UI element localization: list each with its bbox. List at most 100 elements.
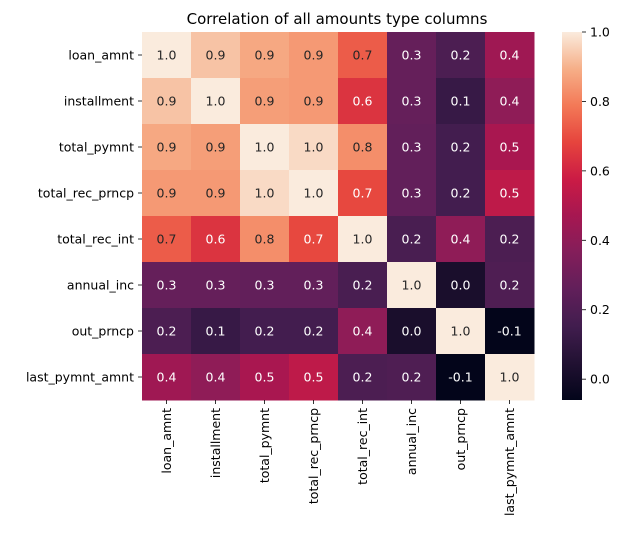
heatmap-cell <box>387 216 437 263</box>
heatmap-cell <box>191 216 241 263</box>
cell-value-label: 0.3 <box>255 278 275 293</box>
colorbar-gradient <box>562 32 582 400</box>
cell-value-label: 0.2 <box>304 324 324 339</box>
heatmap-cell <box>240 216 290 263</box>
cell-value-label: 0.2 <box>500 232 520 247</box>
heatmap-cell <box>142 354 192 401</box>
cell-value-label: 1.0 <box>304 186 324 201</box>
cell-value-label: -0.1 <box>497 324 521 339</box>
colorbar-tick-label: 0.2 <box>590 302 610 317</box>
heatmap-cell <box>142 216 192 263</box>
x-tick-label: annual_inc <box>404 408 419 475</box>
cell-value-label: 0.9 <box>206 186 226 201</box>
cell-value-label: 0.1 <box>206 324 226 339</box>
cell-value-label: 0.1 <box>451 94 471 109</box>
heatmap-cell <box>191 308 241 355</box>
cell-value-label: 0.4 <box>157 370 177 385</box>
heatmap-cell <box>142 170 192 217</box>
cell-value-label: 0.4 <box>206 370 226 385</box>
heatmap-cell <box>240 32 290 79</box>
heatmap-cell <box>485 124 535 171</box>
heatmap-cell <box>191 32 241 79</box>
heatmap-cell <box>387 262 437 309</box>
y-tick-label: loan_amnt <box>68 48 134 63</box>
heatmap-cell <box>485 354 535 401</box>
x-tick-label: total_pymnt <box>257 408 272 483</box>
cell-value-label: -0.1 <box>448 370 472 385</box>
heatmap-cell <box>142 308 192 355</box>
cell-value-label: 0.9 <box>255 48 275 63</box>
cell-value-label: 0.2 <box>402 232 422 247</box>
y-tick-label: total_rec_int <box>57 232 134 247</box>
heatmap-cell <box>338 262 388 309</box>
cell-value-label: 0.5 <box>500 186 520 201</box>
x-tick-label: out_prncp <box>453 408 468 470</box>
heatmap-cell <box>387 32 437 79</box>
heatmap-cell <box>436 124 486 171</box>
heatmap-cell <box>338 170 388 217</box>
x-tick-label: total_rec_int <box>355 408 370 485</box>
heatmap-cell <box>142 78 192 125</box>
y-tick-label: total_rec_prncp <box>38 186 134 201</box>
cell-value-label: 0.3 <box>402 94 422 109</box>
cell-value-label: 0.2 <box>451 186 471 201</box>
chart-title: Correlation of all amounts type columns <box>187 10 488 28</box>
heatmap-cell <box>289 124 339 171</box>
heatmap-cell <box>485 216 535 263</box>
colorbar-tick-label: 0.8 <box>590 94 610 109</box>
cell-value-label: 0.9 <box>255 94 275 109</box>
heatmap-cell <box>387 308 437 355</box>
y-tick-label: installment <box>64 94 134 109</box>
heatmap-cell <box>485 78 535 125</box>
cell-value-label: 1.0 <box>451 324 471 339</box>
heatmap-cell <box>191 262 241 309</box>
heatmap-cell <box>485 32 535 79</box>
y-tick-labels: loan_amnt installment total_pymnt total_rec… <box>26 48 142 385</box>
heatmap-cell <box>338 78 388 125</box>
heatmap-cell <box>289 32 339 79</box>
y-tick-label: last_pymnt_amnt <box>26 370 134 385</box>
cell-value-label: 0.4 <box>500 48 520 63</box>
heatmap-cell <box>436 216 486 263</box>
cell-value-label: 0.9 <box>304 48 324 63</box>
cell-value-label: 1.0 <box>402 278 422 293</box>
cell-value-label: 1.0 <box>353 232 373 247</box>
x-tick-label: last_pymnt_amnt <box>502 408 517 516</box>
cell-value-label: 0.7 <box>353 186 373 201</box>
cell-value-label: 1.0 <box>255 186 275 201</box>
heatmap-cell <box>387 124 437 171</box>
heatmap-cell <box>436 170 486 217</box>
heatmap-cell <box>289 262 339 309</box>
heatmap-cell <box>191 170 241 217</box>
colorbar-tick-label: 1.0 <box>590 25 610 40</box>
cell-value-label: 0.5 <box>304 370 324 385</box>
colorbar-tick-label: 0.0 <box>590 372 610 387</box>
heatmap-cell <box>436 32 486 79</box>
cell-value-label: 0.7 <box>304 232 324 247</box>
heatmap-cell <box>191 354 241 401</box>
heatmap-cell <box>240 124 290 171</box>
heatmap-cell <box>436 262 486 309</box>
y-tick-label: out_prncp <box>72 324 134 339</box>
cell-value-label: 0.2 <box>500 278 520 293</box>
cell-value-label: 0.4 <box>451 232 471 247</box>
cell-value-label: 0.9 <box>157 140 177 155</box>
heatmap-cell <box>289 216 339 263</box>
heatmap-cell <box>240 262 290 309</box>
cell-value-label: 0.5 <box>255 370 275 385</box>
cell-value-label: 0.8 <box>353 140 373 155</box>
heatmap-cell <box>289 308 339 355</box>
cell-value-label: 0.2 <box>451 140 471 155</box>
heatmap-cell <box>338 308 388 355</box>
cell-value-label: 0.4 <box>353 324 373 339</box>
cell-value-label: 1.0 <box>304 140 324 155</box>
heatmap-cell <box>338 32 388 79</box>
heatmap-cell <box>485 262 535 309</box>
colorbar-tick-label: 0.6 <box>590 163 610 178</box>
cell-value-label: 0.7 <box>353 48 373 63</box>
cell-value-label: 0.0 <box>402 324 422 339</box>
heatmap-cell <box>289 354 339 401</box>
cell-value-label: 1.0 <box>500 370 520 385</box>
heatmap-cell <box>191 78 241 125</box>
